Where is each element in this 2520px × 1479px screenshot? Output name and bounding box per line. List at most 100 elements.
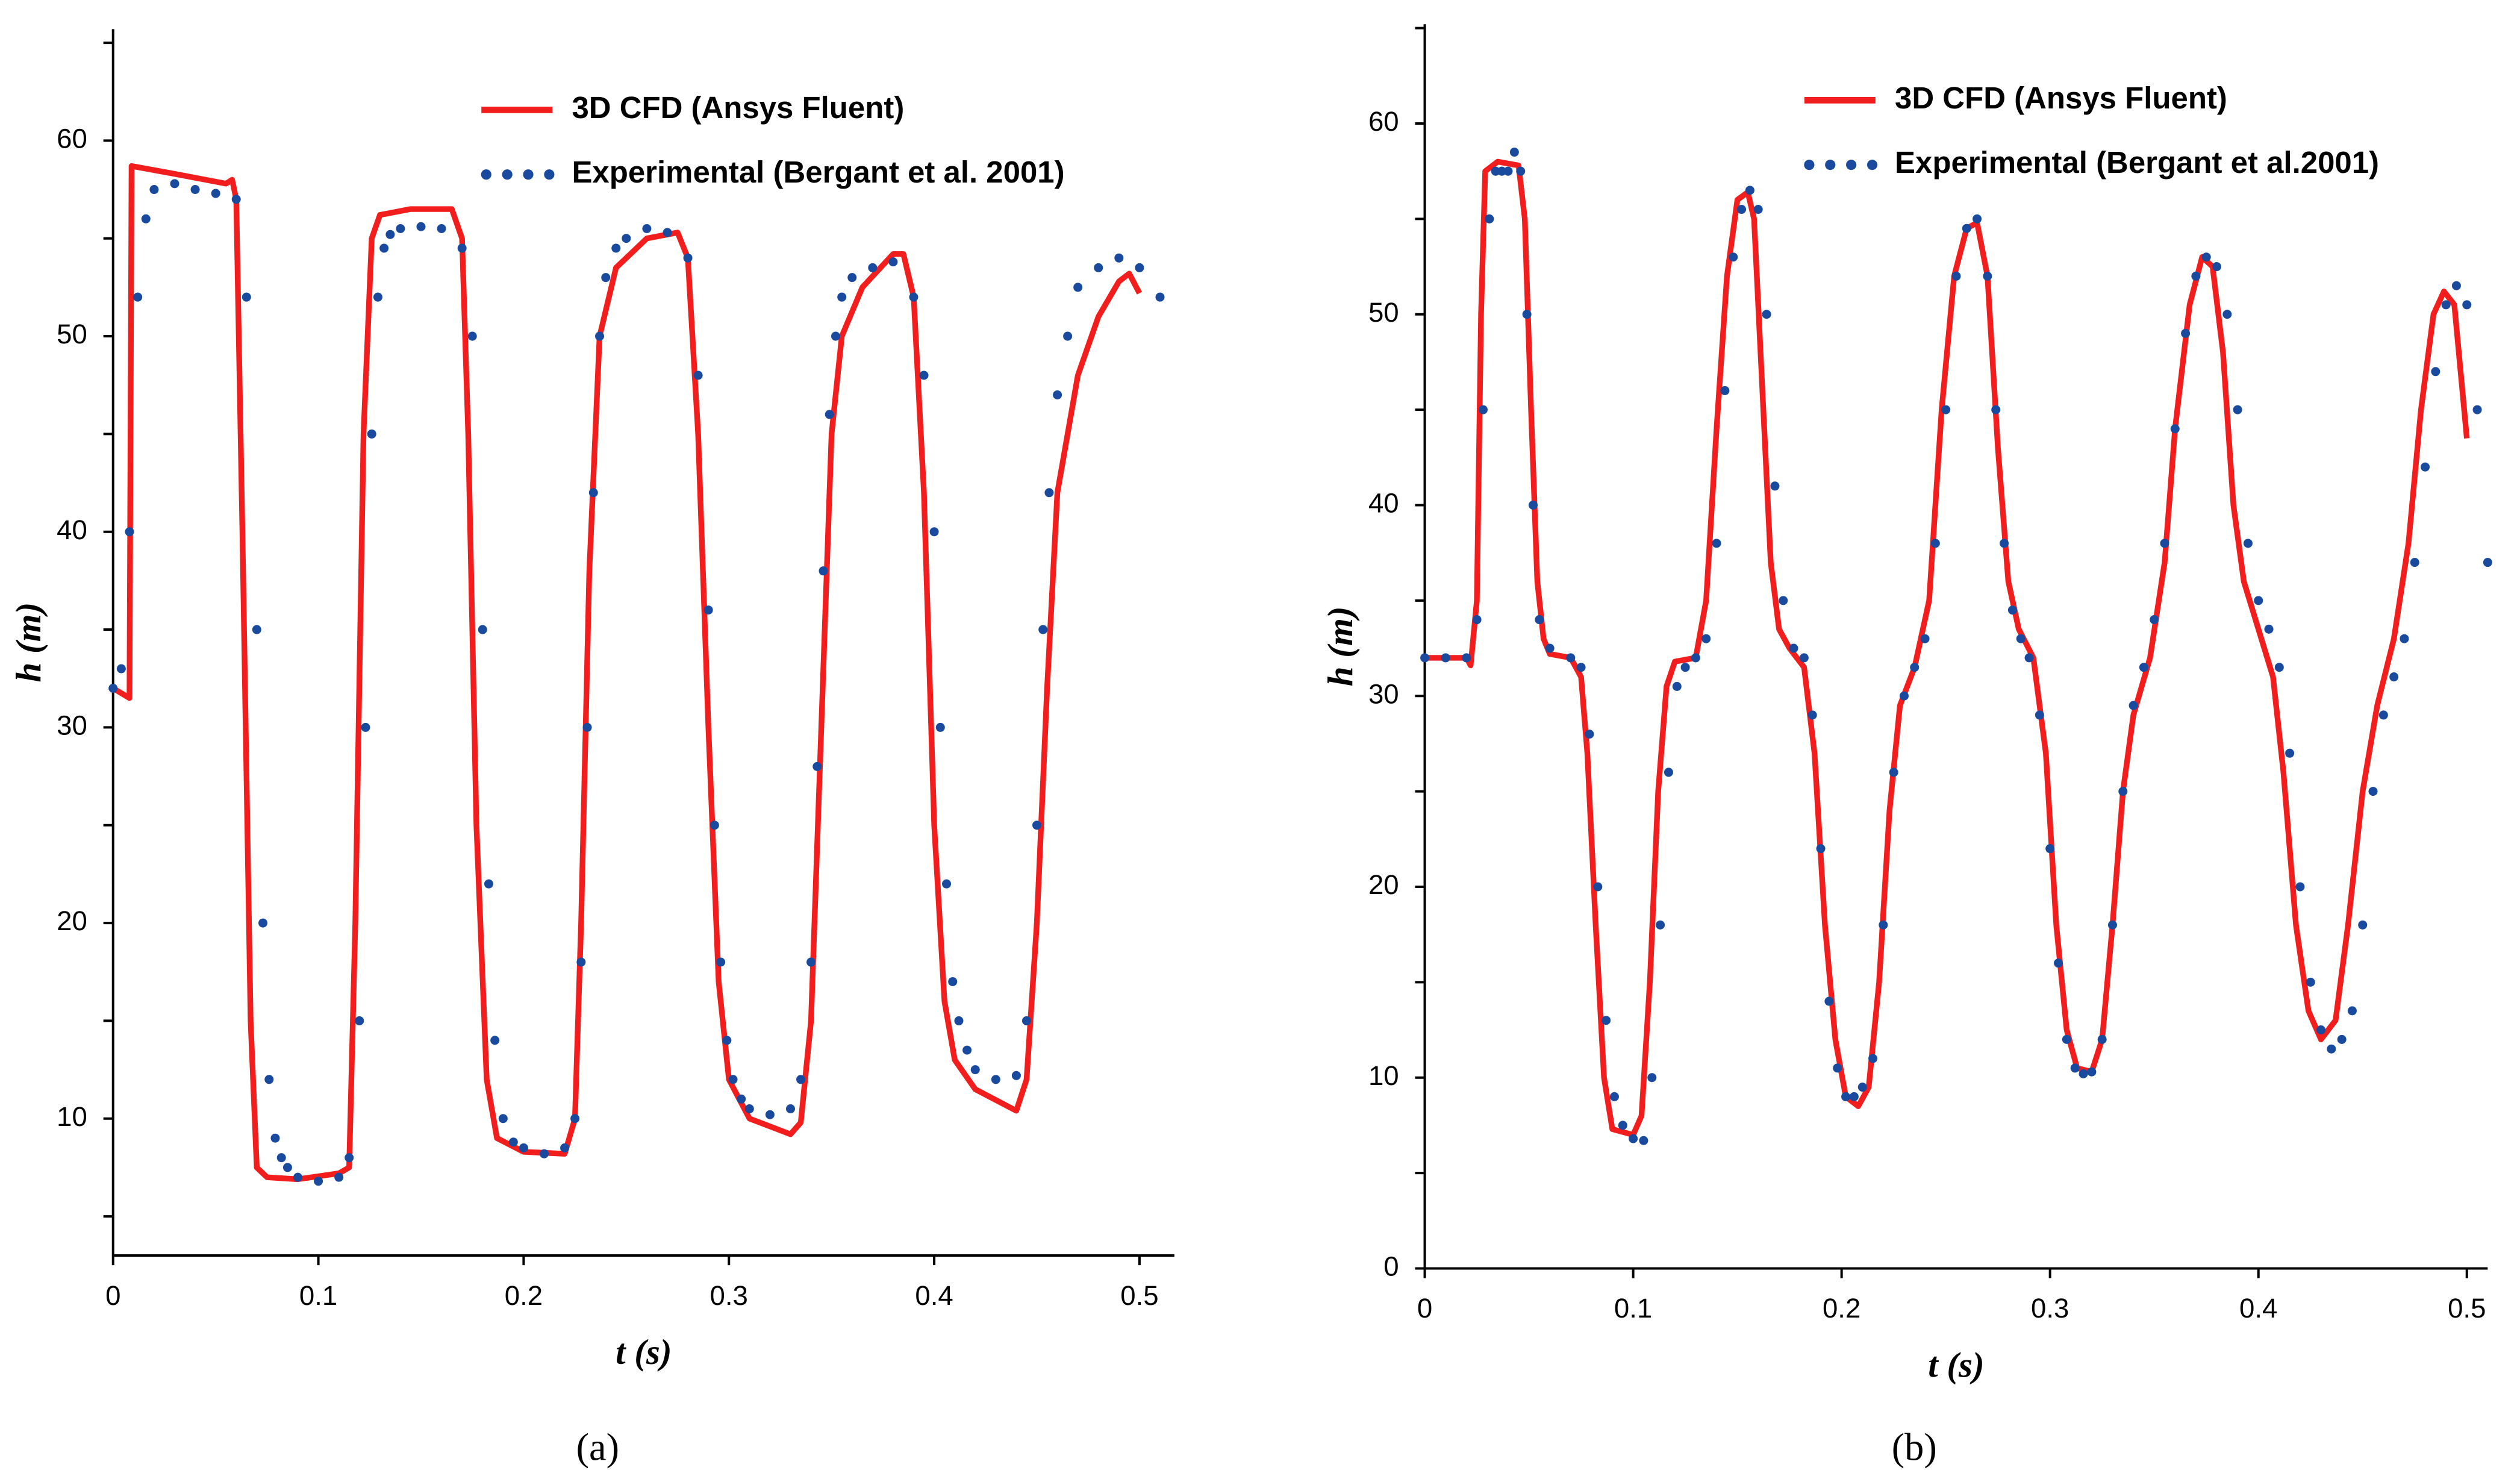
data-point [361, 722, 370, 732]
data-point [1991, 405, 2001, 414]
data-point [2201, 252, 2211, 262]
x-tick-label: 0.2 [1823, 1293, 1860, 1324]
data-point [293, 1172, 303, 1182]
data-point [2316, 1025, 2326, 1035]
data-point [2170, 424, 2180, 434]
data-point [1038, 625, 1048, 634]
data-point [1545, 643, 1555, 653]
y-tick-label: 40 [1368, 488, 1399, 519]
data-point [211, 189, 220, 198]
data-point [367, 429, 376, 439]
data-point [2441, 300, 2451, 310]
data-point [334, 1172, 344, 1182]
data-point [396, 224, 405, 234]
data-point [2400, 634, 2409, 643]
y-axis-label: h (m) [8, 602, 48, 683]
x-axis-label: t (s) [616, 1332, 672, 1372]
x-tick-label: 0.4 [915, 1280, 953, 1311]
y-tick-label: 30 [57, 710, 87, 740]
data-point [1629, 1134, 1638, 1143]
data-point [2451, 281, 2461, 290]
data-point [1824, 996, 1834, 1006]
data-point [1664, 768, 1673, 777]
data-point [970, 1065, 980, 1075]
data-point [796, 1075, 806, 1084]
y-tick-label: 40 [57, 514, 87, 545]
data-point [2462, 300, 2472, 310]
data-point [508, 1137, 518, 1147]
data-point [2264, 624, 2274, 634]
x-tick-label: 0.1 [299, 1280, 337, 1311]
y-tick-label: 50 [1368, 297, 1399, 328]
legend-swatch [502, 169, 513, 180]
data-point [2070, 1063, 2080, 1073]
data-point [847, 273, 857, 283]
data-point [498, 1114, 508, 1124]
data-point [1833, 1063, 1842, 1073]
legend-label: Experimental (Bergant et al. 2001) [572, 155, 1064, 189]
data-point [837, 292, 847, 302]
data-point [2150, 615, 2159, 625]
x-tick-label: 0.2 [505, 1280, 543, 1311]
legend-swatch [1867, 160, 1878, 170]
data-point [2160, 539, 2169, 548]
data-point [2472, 405, 2482, 414]
data-point [258, 918, 268, 928]
data-point [170, 179, 179, 189]
data-point [919, 371, 929, 380]
data-point [2129, 701, 2138, 710]
data-point [2389, 672, 2399, 682]
data-point [2191, 271, 2201, 281]
data-point [831, 331, 840, 341]
y-tick-label: 60 [1368, 106, 1399, 137]
data-point [1462, 653, 1471, 663]
data-point [1745, 186, 1754, 195]
data-point [1472, 615, 1482, 625]
data-point [1585, 730, 1594, 739]
data-point [270, 1133, 280, 1143]
data-point [1135, 263, 1144, 272]
data-point [722, 1036, 732, 1045]
data-point [1920, 634, 1930, 643]
data-point [1753, 205, 1763, 214]
legend-swatch [1846, 160, 1857, 170]
data-point [1962, 224, 1971, 233]
data-point [379, 243, 389, 253]
data-point [1779, 596, 1788, 605]
data-point [962, 1045, 972, 1055]
data-point [2181, 328, 2191, 338]
data-point [1656, 920, 1665, 930]
data-point [1983, 271, 1992, 281]
data-point [373, 292, 382, 302]
data-point [478, 625, 487, 634]
data-point [929, 527, 939, 537]
data-point [1868, 1054, 1878, 1063]
data-point [437, 224, 446, 234]
data-point [2295, 882, 2305, 892]
data-point [2139, 663, 2148, 672]
x-tick-label: 0.3 [710, 1280, 748, 1311]
data-point [785, 1104, 796, 1114]
data-point [1503, 166, 1513, 176]
data-point [991, 1075, 1000, 1084]
data-point [1509, 147, 1519, 157]
data-point [1602, 1016, 1611, 1025]
data-point [2054, 958, 2063, 968]
data-point [1930, 539, 1940, 548]
data-point [1522, 310, 1532, 319]
legend-label: 3D CFD (Ansys Fluent) [1895, 81, 2227, 115]
data-point [737, 1094, 746, 1104]
data-point [2347, 1006, 2357, 1016]
data-point [703, 605, 713, 615]
data-point [2285, 748, 2295, 758]
x-tick-label: 0.5 [2448, 1293, 2486, 1324]
data-point [560, 1143, 570, 1152]
data-point [1889, 768, 1898, 777]
data-point [819, 566, 828, 576]
data-point [242, 292, 251, 302]
data-point [1441, 653, 1450, 663]
x-tick-label: 0.5 [1120, 1280, 1158, 1311]
data-point [1712, 539, 1721, 548]
data-point [252, 625, 261, 634]
